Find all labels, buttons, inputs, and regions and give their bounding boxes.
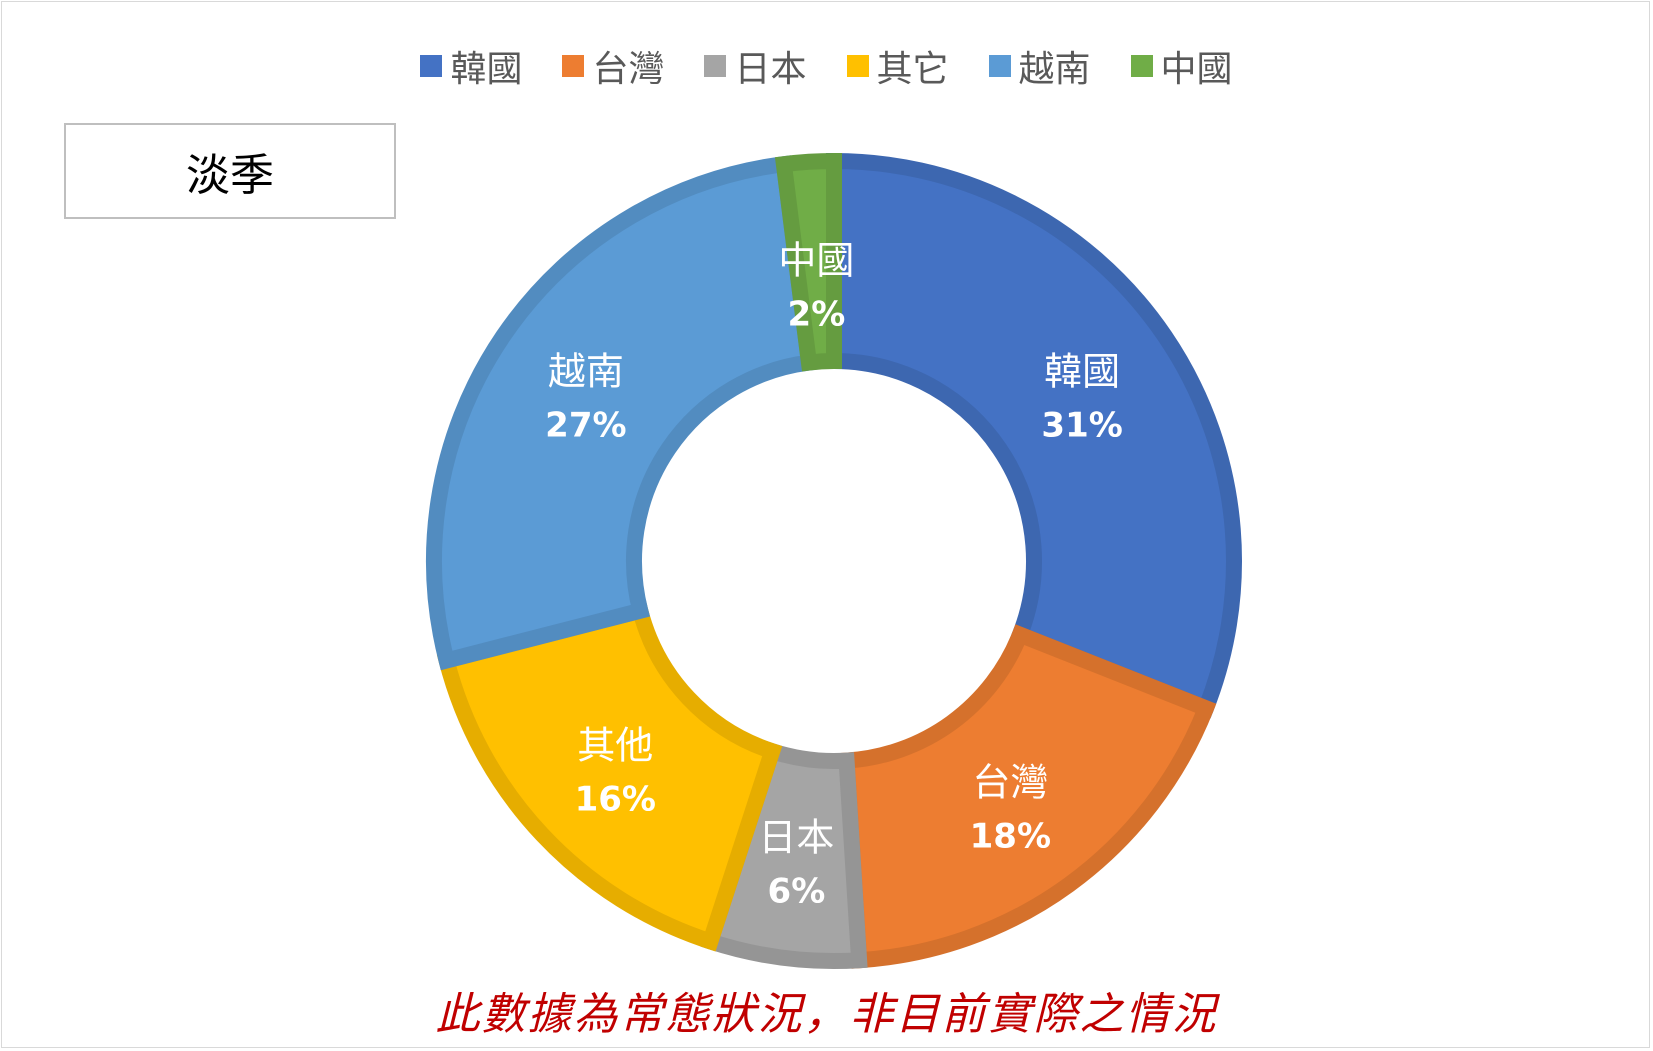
legend-label: 台灣	[592, 49, 665, 90]
slice-label: 中國 2%	[778, 239, 854, 335]
slice-label-value: 27%	[545, 405, 626, 445]
legend-item: 日本	[704, 40, 807, 92]
season-label: 淡季	[186, 150, 274, 201]
slice-label: 韓國 31%	[1041, 349, 1122, 445]
slice-label-name: 其他	[577, 723, 653, 767]
slice-label-value: 2%	[788, 295, 846, 335]
legend-label: 韓國	[450, 49, 523, 90]
slice-label-value: 18%	[970, 817, 1051, 857]
slice-label-value: 16%	[575, 779, 656, 819]
legend-swatch	[704, 55, 727, 77]
donut-slice	[838, 624, 1217, 969]
legend-item: 其它	[846, 40, 949, 92]
slice-label-name: 韓國	[1044, 349, 1120, 393]
legend-item: 韓國	[420, 40, 522, 92]
footnote: 此數據為常態狀況，非目前實際之情況	[435, 989, 1218, 1040]
slice-label: 台灣 18%	[970, 761, 1051, 857]
slice-label-value: 31%	[1041, 405, 1122, 445]
donut-slice	[826, 152, 1242, 719]
slice-labels: 韓國 31% 台灣 18% 日本 6% 其他 16% 越南 27% 中國 2%	[545, 239, 1123, 912]
slice-label-name: 台灣	[972, 761, 1048, 805]
slice-label-name: 中國	[778, 239, 854, 283]
legend-label: 越南	[1018, 49, 1091, 90]
legend-swatch	[1130, 55, 1153, 77]
legend-swatch	[846, 55, 869, 77]
season-label-box: 淡季	[64, 123, 396, 219]
legend-item: 台灣	[562, 40, 664, 92]
legend-swatch	[562, 55, 585, 77]
legend-item: 越南	[988, 40, 1091, 92]
chart-legend: 韓國 台灣 日本 其它 越南 中國	[0, 36, 1653, 96]
slice-label: 其他 16%	[575, 723, 656, 819]
donut-slice	[774, 152, 842, 372]
slice-label-name: 越南	[548, 349, 624, 393]
donut-slices	[426, 152, 1242, 969]
slice-label-name: 日本	[758, 816, 834, 860]
slice-label-value: 6%	[768, 872, 826, 912]
donut-slice	[436, 601, 783, 952]
slice-label: 日本 6%	[758, 816, 834, 912]
legend-label: 中國	[1160, 49, 1233, 90]
legend-swatch	[988, 55, 1011, 77]
legend-label: 日本	[734, 49, 807, 90]
donut-slice	[426, 155, 818, 671]
slice-label: 越南 27%	[545, 349, 626, 445]
legend-label: 其它	[876, 49, 949, 90]
legend-swatch	[420, 55, 443, 77]
legend-item: 中國	[1130, 40, 1233, 92]
